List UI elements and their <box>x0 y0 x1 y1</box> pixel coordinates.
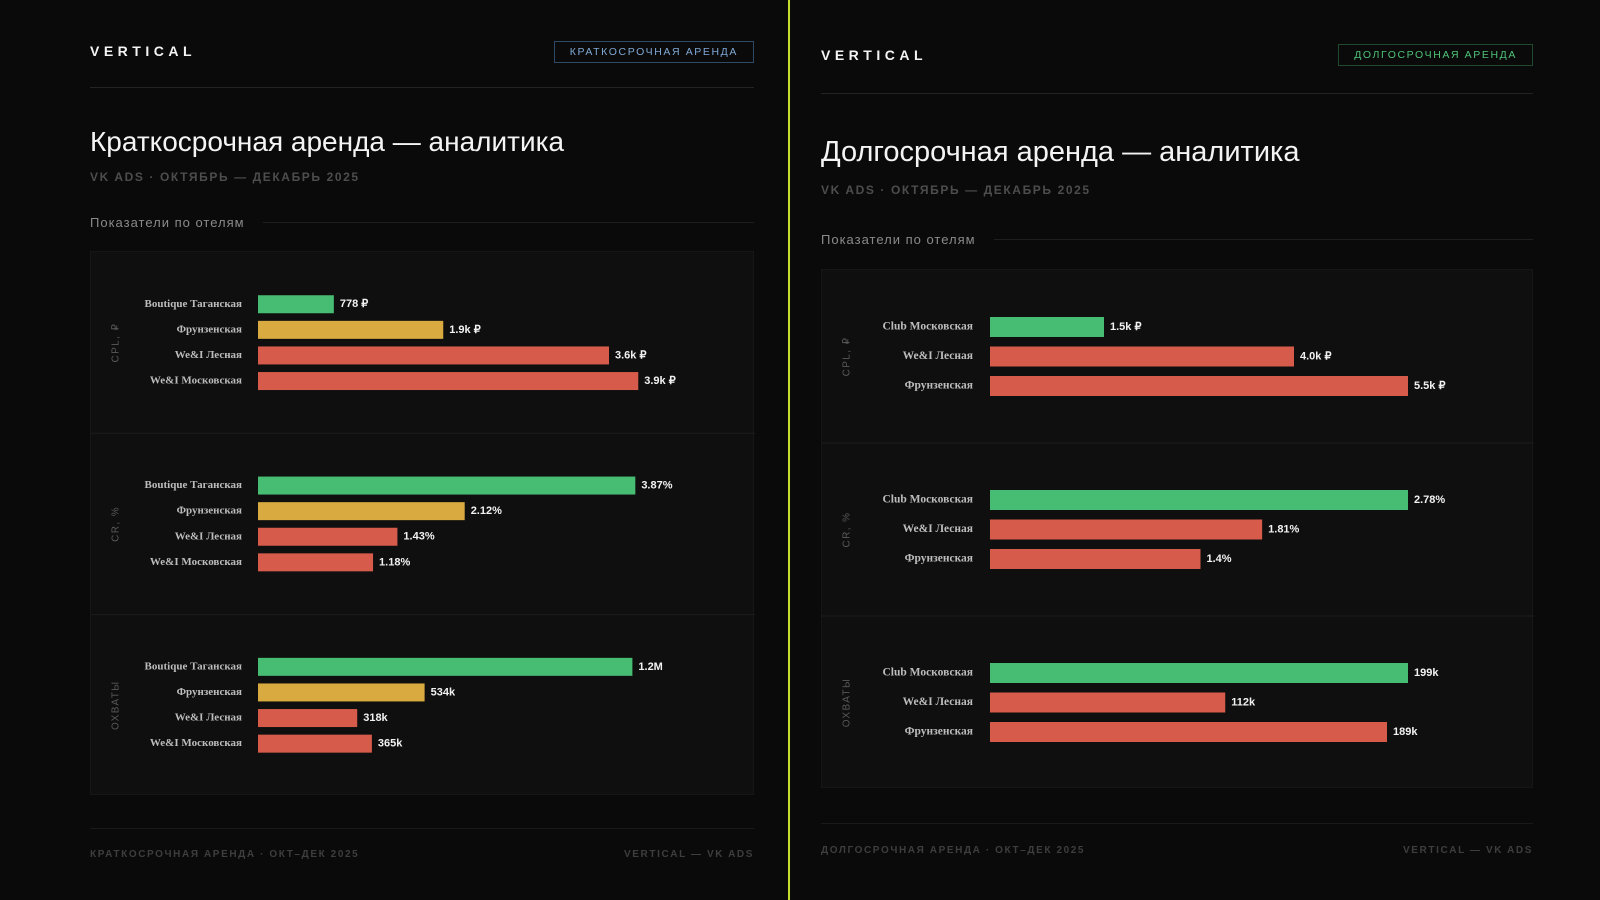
section-header: Показатели по отелям <box>821 232 1533 247</box>
category-label: We&I Московская <box>150 556 242 568</box>
bar <box>258 709 358 728</box>
brand-logo: VERTICAL <box>90 43 196 59</box>
bar-value-label: 2.12% <box>471 505 502 517</box>
bar-value-label: 365k <box>378 738 403 750</box>
bar <box>990 519 1263 540</box>
bar-value-label: 1.5k ₽ <box>1110 321 1141 333</box>
group-axis-label: CR, % <box>842 512 853 548</box>
footer-left-text: ДОЛГОСРОЧНАЯ АРЕНДА · ОКТ–ДЕК 2025 <box>821 845 1086 856</box>
category-label: Boutique Таганская <box>145 660 242 672</box>
bar-value-label: 5.5k ₽ <box>1414 380 1445 392</box>
page-title: Краткосрочная аренда — аналитика <box>90 126 565 157</box>
category-label: Club Московская <box>882 494 973 506</box>
chart-short-term: CPL, ₽ Boutique Таганская 778 ₽ Фрунзенская… <box>91 295 755 753</box>
bar <box>990 663 1408 683</box>
bar-value-label: 1.4% <box>1207 553 1232 565</box>
bar-value-label: 4.0k ₽ <box>1300 350 1331 362</box>
category-tag: КРАТКОСРОЧНАЯ АРЕНДА <box>553 41 754 63</box>
group-axis-label: CPL, ₽ <box>842 337 853 377</box>
group-axis-label: ОХВАТЫ <box>842 678 853 728</box>
bar-value-label: 3.87% <box>641 479 672 491</box>
panel-short-term: VERTICAL КРАТКОСРОЧНАЯ АРЕНДА Краткосроч… <box>90 0 755 900</box>
category-label: Фрунзенская <box>905 553 973 565</box>
bar <box>258 476 636 495</box>
category-label: We&I Лесная <box>903 350 973 362</box>
category-label: Club Московская <box>882 667 973 679</box>
category-tag: ДОЛГОСРОЧНАЯ АРЕНДА <box>1338 44 1533 66</box>
group-axis-label: CR, % <box>111 506 122 542</box>
bar-value-label: 1.43% <box>403 531 434 543</box>
footer-right-text: VERTICAL — VK ADS <box>1403 845 1533 856</box>
bar <box>990 376 1408 396</box>
chart-panel-short-term: CPL, ₽ Boutique Таганская 778 ₽ Фрунзенская… <box>90 251 755 795</box>
category-label: We&I Лесная <box>175 349 242 361</box>
bar <box>258 502 465 521</box>
bar-value-label: 1.81% <box>1268 523 1299 535</box>
category-label: Club Московская <box>882 321 973 333</box>
bar <box>258 657 633 676</box>
category-label: We&I Лесная <box>903 696 973 708</box>
bar <box>258 527 398 546</box>
bar-value-label: 2.78% <box>1414 494 1445 506</box>
bar <box>990 692 1226 713</box>
section-header: Показатели по отелям <box>90 215 754 230</box>
chart-long-term: CPL, ₽ Club Московская 1.5k ₽ We&I Лесная 4.… <box>822 317 1534 742</box>
category-label: Фрунзенская <box>177 686 242 698</box>
page-subtitle: VK ADS · ОКТЯБРЬ — ДЕКАБРЬ 2025 <box>821 183 1091 197</box>
bar-value-label: 1.2M <box>638 661 662 673</box>
bar <box>258 346 609 365</box>
bar <box>258 683 425 702</box>
bar <box>990 346 1294 367</box>
bar-value-label: 3.9k ₽ <box>644 375 675 387</box>
bar <box>258 734 372 753</box>
bar-value-label: 1.18% <box>379 556 410 568</box>
bar-value-label: 189k <box>1393 726 1418 738</box>
bar <box>990 722 1387 742</box>
bar-value-label: 199k <box>1414 667 1439 679</box>
bar <box>258 295 334 314</box>
category-label: Фрунзенская <box>905 380 973 392</box>
section-rule <box>262 222 754 223</box>
category-label: We&I Лесная <box>175 530 242 542</box>
bar-value-label: 1.9k ₽ <box>449 324 480 336</box>
bar <box>258 372 639 391</box>
section-label: Показатели по отелям <box>90 215 245 230</box>
bar-value-label: 534k <box>431 686 456 698</box>
category-label: Boutique Таганская <box>145 479 242 491</box>
bar <box>258 320 444 339</box>
category-label: Фрунзенская <box>905 726 973 738</box>
panel-long-term: VERTICAL ДОЛГОСРОЧНАЯ АРЕНДА Долгосрочна… <box>821 0 1534 900</box>
panel-divider <box>788 0 790 900</box>
bar-value-label: 318k <box>363 712 388 724</box>
bar <box>258 553 374 572</box>
category-label: Фрунзенская <box>177 505 242 517</box>
footer-divider <box>90 828 754 829</box>
header-divider <box>90 87 754 88</box>
category-label: We&I Московская <box>150 375 242 387</box>
category-label: We&I Лесная <box>903 523 973 535</box>
footer-divider <box>821 823 1533 824</box>
group-axis-label: CPL, ₽ <box>111 323 122 363</box>
category-label: We&I Московская <box>150 737 242 749</box>
footer-left-text: КРАТКОСРОЧНАЯ АРЕНДА · ОКТ–ДЕК 2025 <box>90 849 360 860</box>
bar <box>990 549 1201 569</box>
section-label: Показатели по отелям <box>821 232 976 247</box>
category-label: We&I Лесная <box>175 712 242 724</box>
page-subtitle: VK ADS · ОКТЯБРЬ — ДЕКАБРЬ 2025 <box>90 170 360 184</box>
header-divider <box>821 93 1533 94</box>
category-label: Фрунзенская <box>177 323 242 335</box>
bar-value-label: 3.6k ₽ <box>615 349 646 361</box>
bar <box>990 490 1408 510</box>
bar-value-label: 778 ₽ <box>340 298 368 310</box>
footer-right-text: VERTICAL — VK ADS <box>624 849 754 860</box>
page-title: Долгосрочная аренда — аналитика <box>821 136 1300 168</box>
section-rule <box>993 239 1533 240</box>
chart-panel-long-term: CPL, ₽ Club Московская 1.5k ₽ We&I Лесная 4.… <box>821 269 1534 788</box>
bar <box>990 317 1104 337</box>
category-label: Boutique Таганская <box>145 298 242 310</box>
group-axis-label: ОХВАТЫ <box>111 680 122 730</box>
brand-logo: VERTICAL <box>821 47 927 63</box>
bar-value-label: 112k <box>1231 696 1256 708</box>
